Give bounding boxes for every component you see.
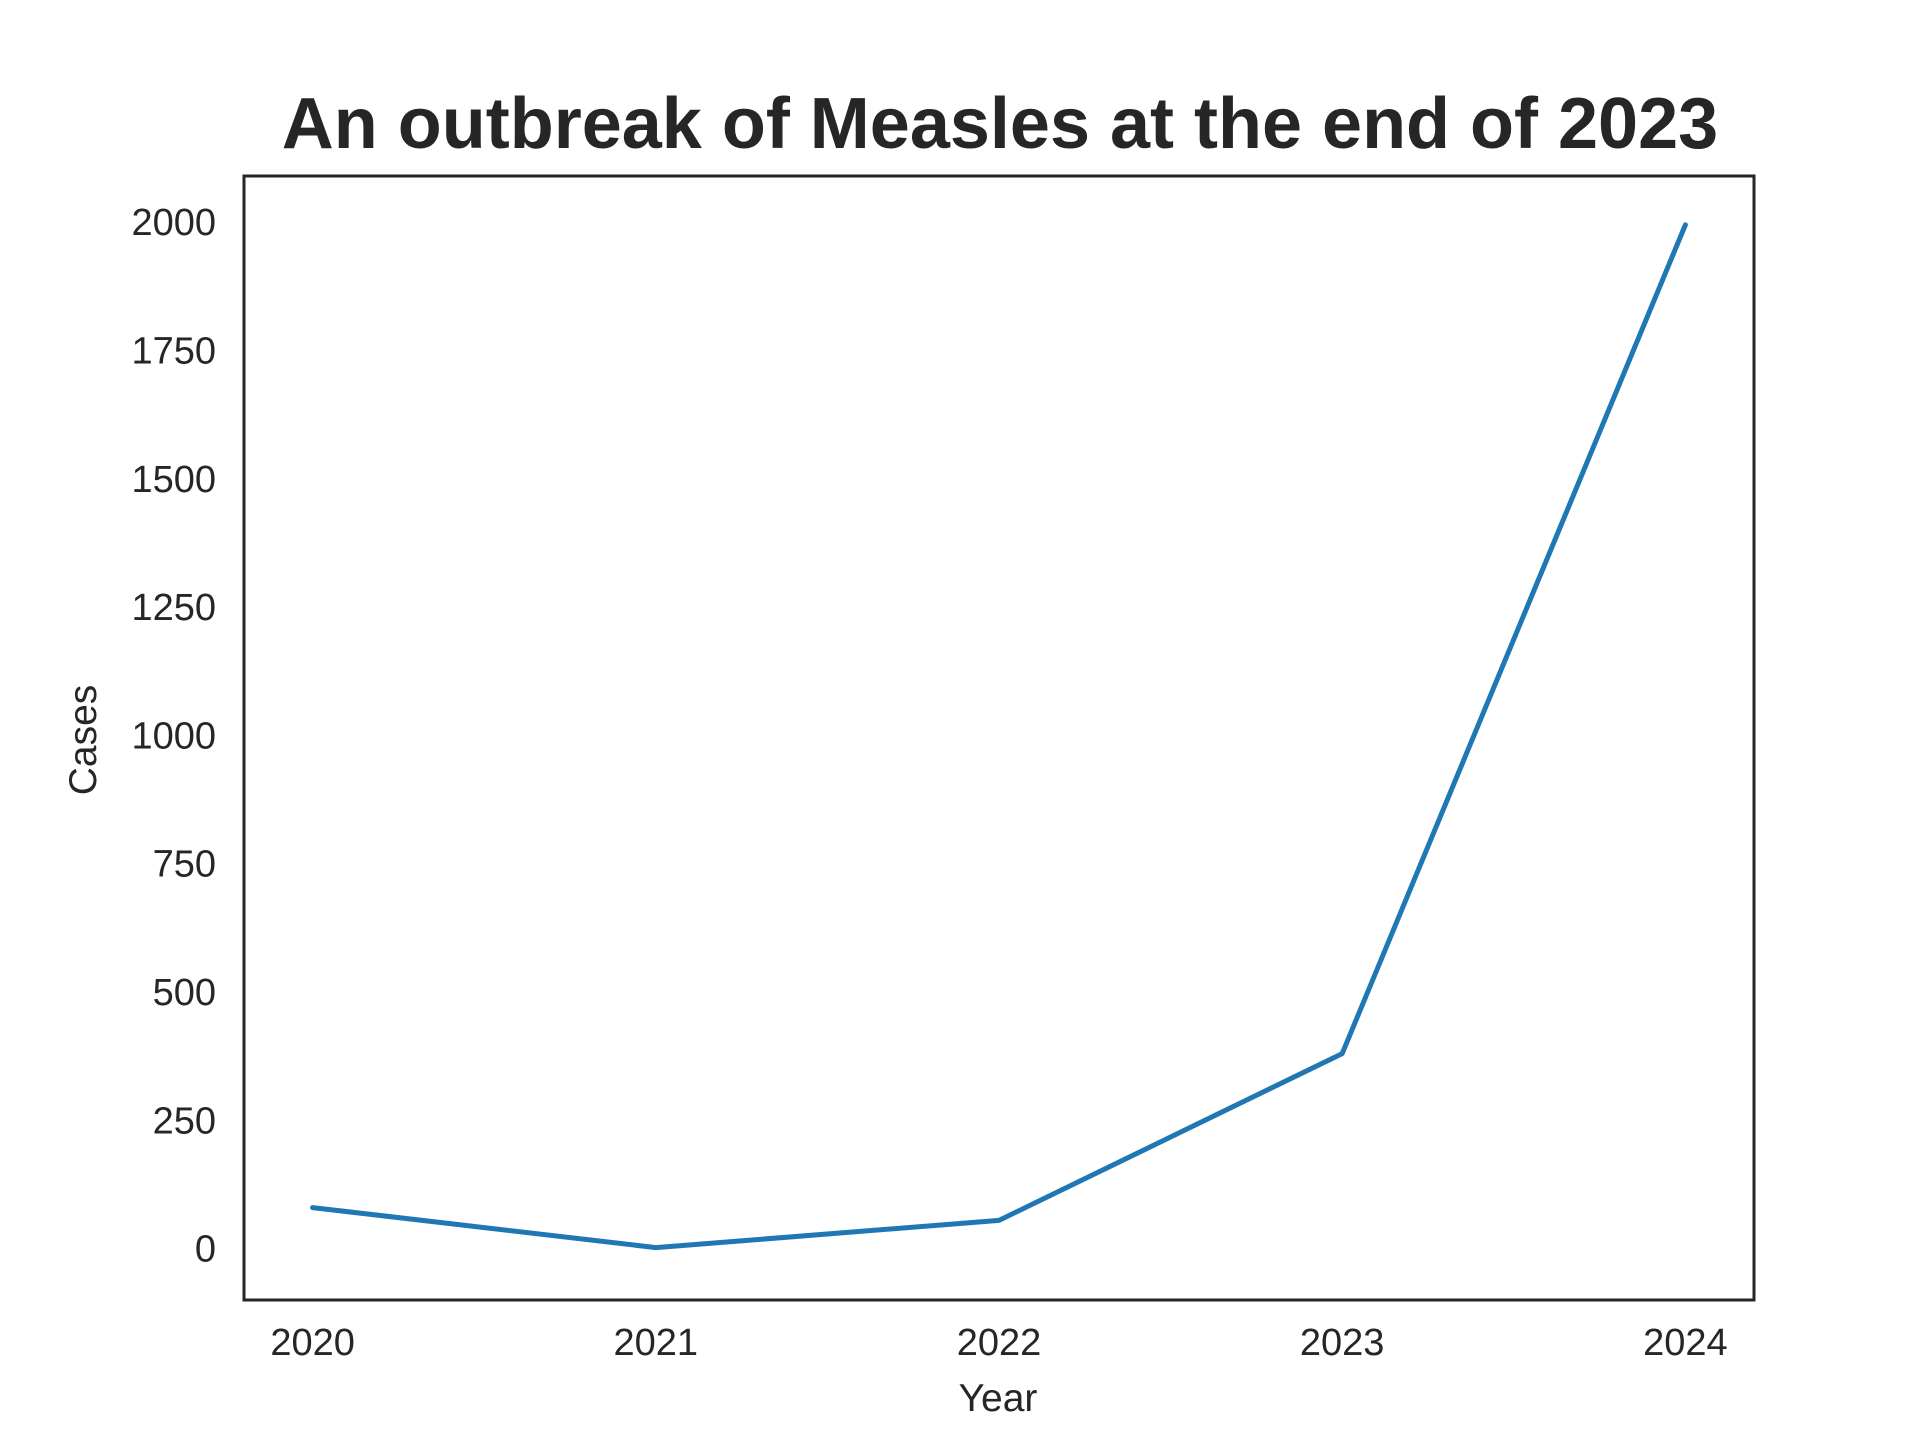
y-tick-label: 1500 bbox=[131, 459, 216, 501]
y-tick-label: 750 bbox=[153, 844, 216, 886]
x-axis-label: Year bbox=[959, 1377, 1038, 1420]
y-axis-ticks: 0 250 500 750 1000 1250 1500 1750 2000 bbox=[131, 202, 216, 1270]
x-tick-label: 2023 bbox=[1300, 1322, 1385, 1364]
y-axis-label: Cases bbox=[62, 685, 105, 796]
y-tick-label: 250 bbox=[153, 1100, 216, 1142]
x-tick-label: 2020 bbox=[270, 1322, 355, 1364]
y-tick-label: 2000 bbox=[131, 202, 216, 244]
x-tick-label: 2021 bbox=[614, 1322, 699, 1364]
x-tick-label: 2024 bbox=[1643, 1322, 1728, 1364]
chart-title: An outbreak of Measles at the end of 202… bbox=[282, 84, 1718, 164]
y-tick-label: 1000 bbox=[131, 715, 216, 757]
x-tick-label: 2022 bbox=[957, 1322, 1042, 1364]
x-axis-ticks: 2020 2021 2022 2023 2024 bbox=[270, 1322, 1727, 1364]
series-layer bbox=[310, 222, 1688, 1251]
series-line bbox=[310, 222, 1688, 1251]
y-tick-label: 1250 bbox=[131, 587, 216, 629]
y-tick-label: 0 bbox=[195, 1229, 216, 1271]
y-tick-label: 1750 bbox=[131, 331, 216, 373]
plot-frame bbox=[242, 174, 1756, 1302]
y-tick-label: 500 bbox=[153, 972, 216, 1014]
